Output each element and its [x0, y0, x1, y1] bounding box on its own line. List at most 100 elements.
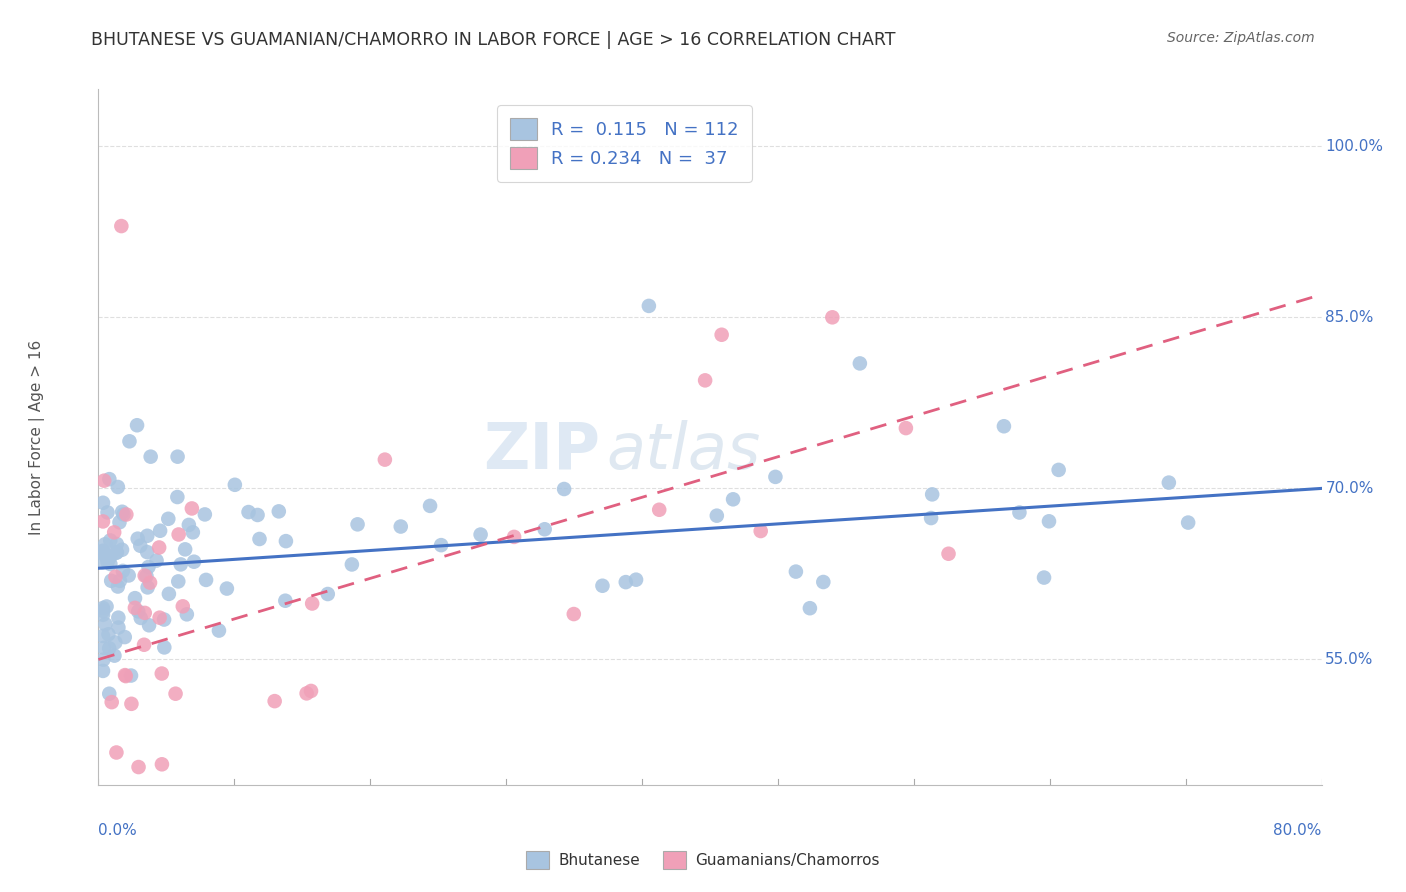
- Point: [419, 499, 441, 513]
- Point: [91, 515, 114, 529]
- Text: BHUTANESE VS GUAMANIAN/CHAMORRO IN LABOR FORCE | AGE > 16 CORRELATION CHART: BHUTANESE VS GUAMANIAN/CHAMORRO IN LABOR…: [91, 31, 896, 49]
- Point: [921, 487, 943, 501]
- Point: [118, 568, 141, 582]
- Point: [91, 664, 114, 678]
- Point: [340, 558, 363, 572]
- Legend: R =  0.115   N = 112, R = 0.234   N =  37: R = 0.115 N = 112, R = 0.234 N = 37: [498, 105, 752, 182]
- Point: [765, 470, 787, 484]
- Point: [301, 597, 323, 611]
- Point: [103, 648, 125, 663]
- Point: [107, 610, 129, 624]
- Point: [94, 617, 117, 632]
- Legend: Bhutanese, Guamanians/Chamorros: Bhutanese, Guamanians/Chamorros: [520, 845, 886, 875]
- Point: [624, 573, 647, 587]
- Text: In Labor Force | Age > 16: In Labor Force | Age > 16: [30, 340, 45, 534]
- Point: [136, 581, 159, 595]
- Point: [91, 555, 114, 569]
- Text: 70.0%: 70.0%: [1326, 481, 1374, 496]
- Text: ZIP: ZIP: [482, 420, 600, 482]
- Point: [91, 604, 114, 618]
- Point: [91, 601, 114, 615]
- Point: [374, 452, 396, 467]
- Point: [821, 310, 844, 325]
- Point: [749, 524, 772, 538]
- Point: [125, 418, 148, 433]
- Point: [224, 477, 246, 491]
- Point: [129, 611, 152, 625]
- Point: [316, 587, 339, 601]
- Point: [108, 516, 131, 530]
- Point: [263, 694, 285, 708]
- Point: [118, 434, 141, 449]
- Point: [93, 474, 115, 488]
- Point: [100, 695, 122, 709]
- Point: [110, 219, 132, 233]
- Point: [170, 558, 193, 572]
- Point: [98, 549, 121, 564]
- Point: [180, 501, 202, 516]
- Point: [105, 546, 128, 560]
- Point: [120, 668, 142, 682]
- Point: [194, 508, 217, 522]
- Point: [920, 511, 942, 525]
- Point: [183, 555, 205, 569]
- Point: [111, 564, 134, 578]
- Point: [114, 669, 136, 683]
- Point: [111, 505, 134, 519]
- Point: [1008, 506, 1031, 520]
- Point: [246, 508, 269, 522]
- Point: [97, 627, 120, 641]
- Point: [98, 557, 121, 571]
- Point: [127, 604, 149, 618]
- Point: [124, 600, 146, 615]
- Point: [138, 618, 160, 632]
- Point: [98, 641, 121, 656]
- Point: [105, 537, 128, 551]
- Point: [706, 508, 728, 523]
- Point: [139, 450, 162, 464]
- Point: [181, 525, 204, 540]
- Text: 100.0%: 100.0%: [1326, 139, 1384, 153]
- Point: [177, 517, 200, 532]
- Point: [785, 565, 807, 579]
- Point: [96, 599, 118, 614]
- Point: [139, 575, 162, 590]
- Point: [195, 573, 218, 587]
- Point: [114, 668, 136, 682]
- Point: [103, 525, 125, 540]
- Point: [1047, 463, 1070, 477]
- Point: [134, 606, 156, 620]
- Point: [553, 482, 575, 496]
- Point: [135, 569, 157, 583]
- Point: [105, 545, 128, 559]
- Point: [96, 550, 118, 565]
- Point: [1177, 516, 1199, 530]
- Point: [157, 512, 180, 526]
- Point: [134, 568, 156, 582]
- Text: Source: ZipAtlas.com: Source: ZipAtlas.com: [1167, 31, 1315, 45]
- Point: [91, 546, 114, 560]
- Point: [107, 621, 129, 635]
- Text: 85.0%: 85.0%: [1326, 310, 1374, 325]
- Point: [136, 545, 159, 559]
- Point: [100, 574, 122, 588]
- Point: [91, 544, 114, 558]
- Point: [215, 582, 238, 596]
- Point: [91, 607, 114, 622]
- Point: [104, 635, 127, 649]
- Point: [274, 593, 297, 607]
- Point: [267, 504, 290, 518]
- Point: [1038, 514, 1060, 528]
- Text: atlas: atlas: [606, 420, 761, 482]
- Point: [138, 560, 160, 574]
- Point: [849, 356, 872, 370]
- Point: [98, 533, 121, 548]
- Point: [91, 629, 114, 643]
- Point: [108, 574, 131, 588]
- Point: [562, 607, 585, 621]
- Point: [93, 652, 115, 666]
- Point: [166, 490, 188, 504]
- Point: [721, 492, 744, 507]
- Point: [132, 638, 155, 652]
- Point: [346, 517, 368, 532]
